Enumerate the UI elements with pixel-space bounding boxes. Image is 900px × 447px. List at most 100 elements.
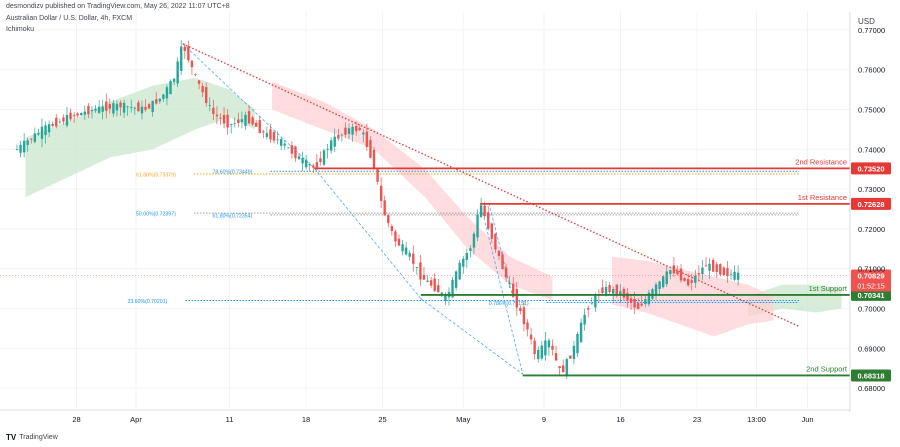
price-tick-label: 0.70000 [858, 305, 885, 314]
brand[interactable]: TV TradingView [6, 433, 58, 442]
candle-body [619, 291, 622, 295]
candle-body [212, 107, 215, 115]
candle-body [508, 283, 511, 285]
fibonacci-lines: 61.80%(0.73379) 78.60%(0.73449) 50.00%(0.7… [128, 43, 799, 375]
candle-body [679, 268, 683, 281]
candle-body [265, 133, 269, 137]
time-tick-label: 13:00 [747, 415, 766, 424]
candle-body [658, 281, 661, 290]
candle-body [322, 150, 326, 165]
candle-body [729, 273, 733, 275]
candle-body [494, 233, 497, 250]
fib-label: 61.80%(0.72354) [213, 213, 253, 219]
candle-body [230, 124, 233, 126]
candle-body [512, 283, 515, 297]
author-line: desmondizv published on TradingView.com,… [6, 3, 230, 10]
candle-body [736, 272, 740, 280]
candle-body [304, 159, 308, 168]
candle-body [726, 268, 729, 276]
candle-body [419, 262, 422, 280]
brand-name: TradingView [19, 434, 58, 441]
tradingview-logo-icon: TV [6, 433, 17, 442]
candle-body [404, 247, 408, 255]
candle-body [158, 98, 161, 102]
price-tick-label: 0.77000 [858, 26, 885, 35]
candle-body [490, 223, 494, 239]
candle-body [501, 254, 504, 270]
candle-body [562, 365, 565, 373]
candle-body [187, 46, 190, 61]
candle-body [130, 107, 133, 108]
candle-body [362, 132, 365, 135]
candle-body [297, 156, 301, 160]
candle-body [90, 109, 94, 112]
candle-body [701, 267, 704, 274]
candle-body [537, 350, 540, 360]
candle-body [312, 165, 315, 168]
candle-body [661, 276, 665, 288]
time-tick-label: 28 [72, 415, 80, 424]
candle-body [483, 205, 486, 217]
time-tick-label: 18 [302, 415, 310, 424]
time-tick-label: 9 [542, 415, 546, 424]
candle-body [647, 292, 651, 305]
candle-body [137, 102, 140, 112]
cloud-area [612, 256, 774, 337]
candle-body [669, 270, 672, 275]
candle-body [354, 126, 358, 132]
candle-body [401, 244, 404, 252]
candle-body [504, 267, 508, 278]
candle-body [554, 353, 558, 361]
candle-body [58, 121, 62, 123]
candle-body [440, 292, 444, 295]
candle-body [497, 250, 501, 257]
candle-body [469, 248, 472, 251]
candle-body [283, 143, 286, 146]
price-tick-label: 0.73000 [858, 185, 885, 194]
price-tick-label: 0.68000 [858, 384, 885, 393]
candle-body [529, 334, 533, 340]
candle-body [69, 112, 72, 120]
candle-body [251, 117, 254, 125]
candle-body [690, 280, 693, 283]
time-tick-label: 16 [616, 415, 624, 424]
candle-body [522, 307, 526, 325]
candle-body [615, 284, 618, 295]
candle-body [319, 158, 322, 163]
candle-body [715, 264, 718, 272]
candle-body [533, 340, 536, 355]
fib-label: 78.60%(0.73449) [213, 170, 253, 176]
candle-body [208, 105, 211, 106]
cloud-area [25, 77, 255, 198]
candle-body [226, 114, 229, 128]
candle-body [654, 284, 658, 296]
last-price-countdown: 01:52:15 [857, 284, 884, 291]
time-tick-label: Apr [130, 415, 142, 424]
candle-body [347, 128, 351, 134]
candle-body [422, 275, 426, 280]
candle-body [426, 280, 429, 282]
candle-body [294, 146, 297, 159]
level-name: 2nd Resistance [795, 157, 847, 166]
candle-body [329, 140, 333, 151]
candle-body [444, 294, 447, 301]
candle-body [479, 205, 483, 217]
candle-body [683, 277, 686, 281]
candle-body [151, 100, 154, 113]
candle-body [626, 292, 629, 301]
candle-body [65, 115, 69, 126]
candle-body [155, 99, 158, 104]
candle-body [454, 271, 458, 288]
candle-body [412, 253, 415, 264]
candle-body [33, 133, 37, 142]
candle-body [26, 140, 29, 145]
candle-body [711, 259, 715, 272]
fib-label: 0.786%(0.70151) [489, 301, 529, 307]
candle-body [37, 133, 40, 135]
candle-body [162, 94, 165, 99]
candle-body [558, 366, 561, 369]
candle-body [80, 112, 83, 116]
candle-body [640, 303, 643, 306]
candle-body [526, 322, 529, 330]
